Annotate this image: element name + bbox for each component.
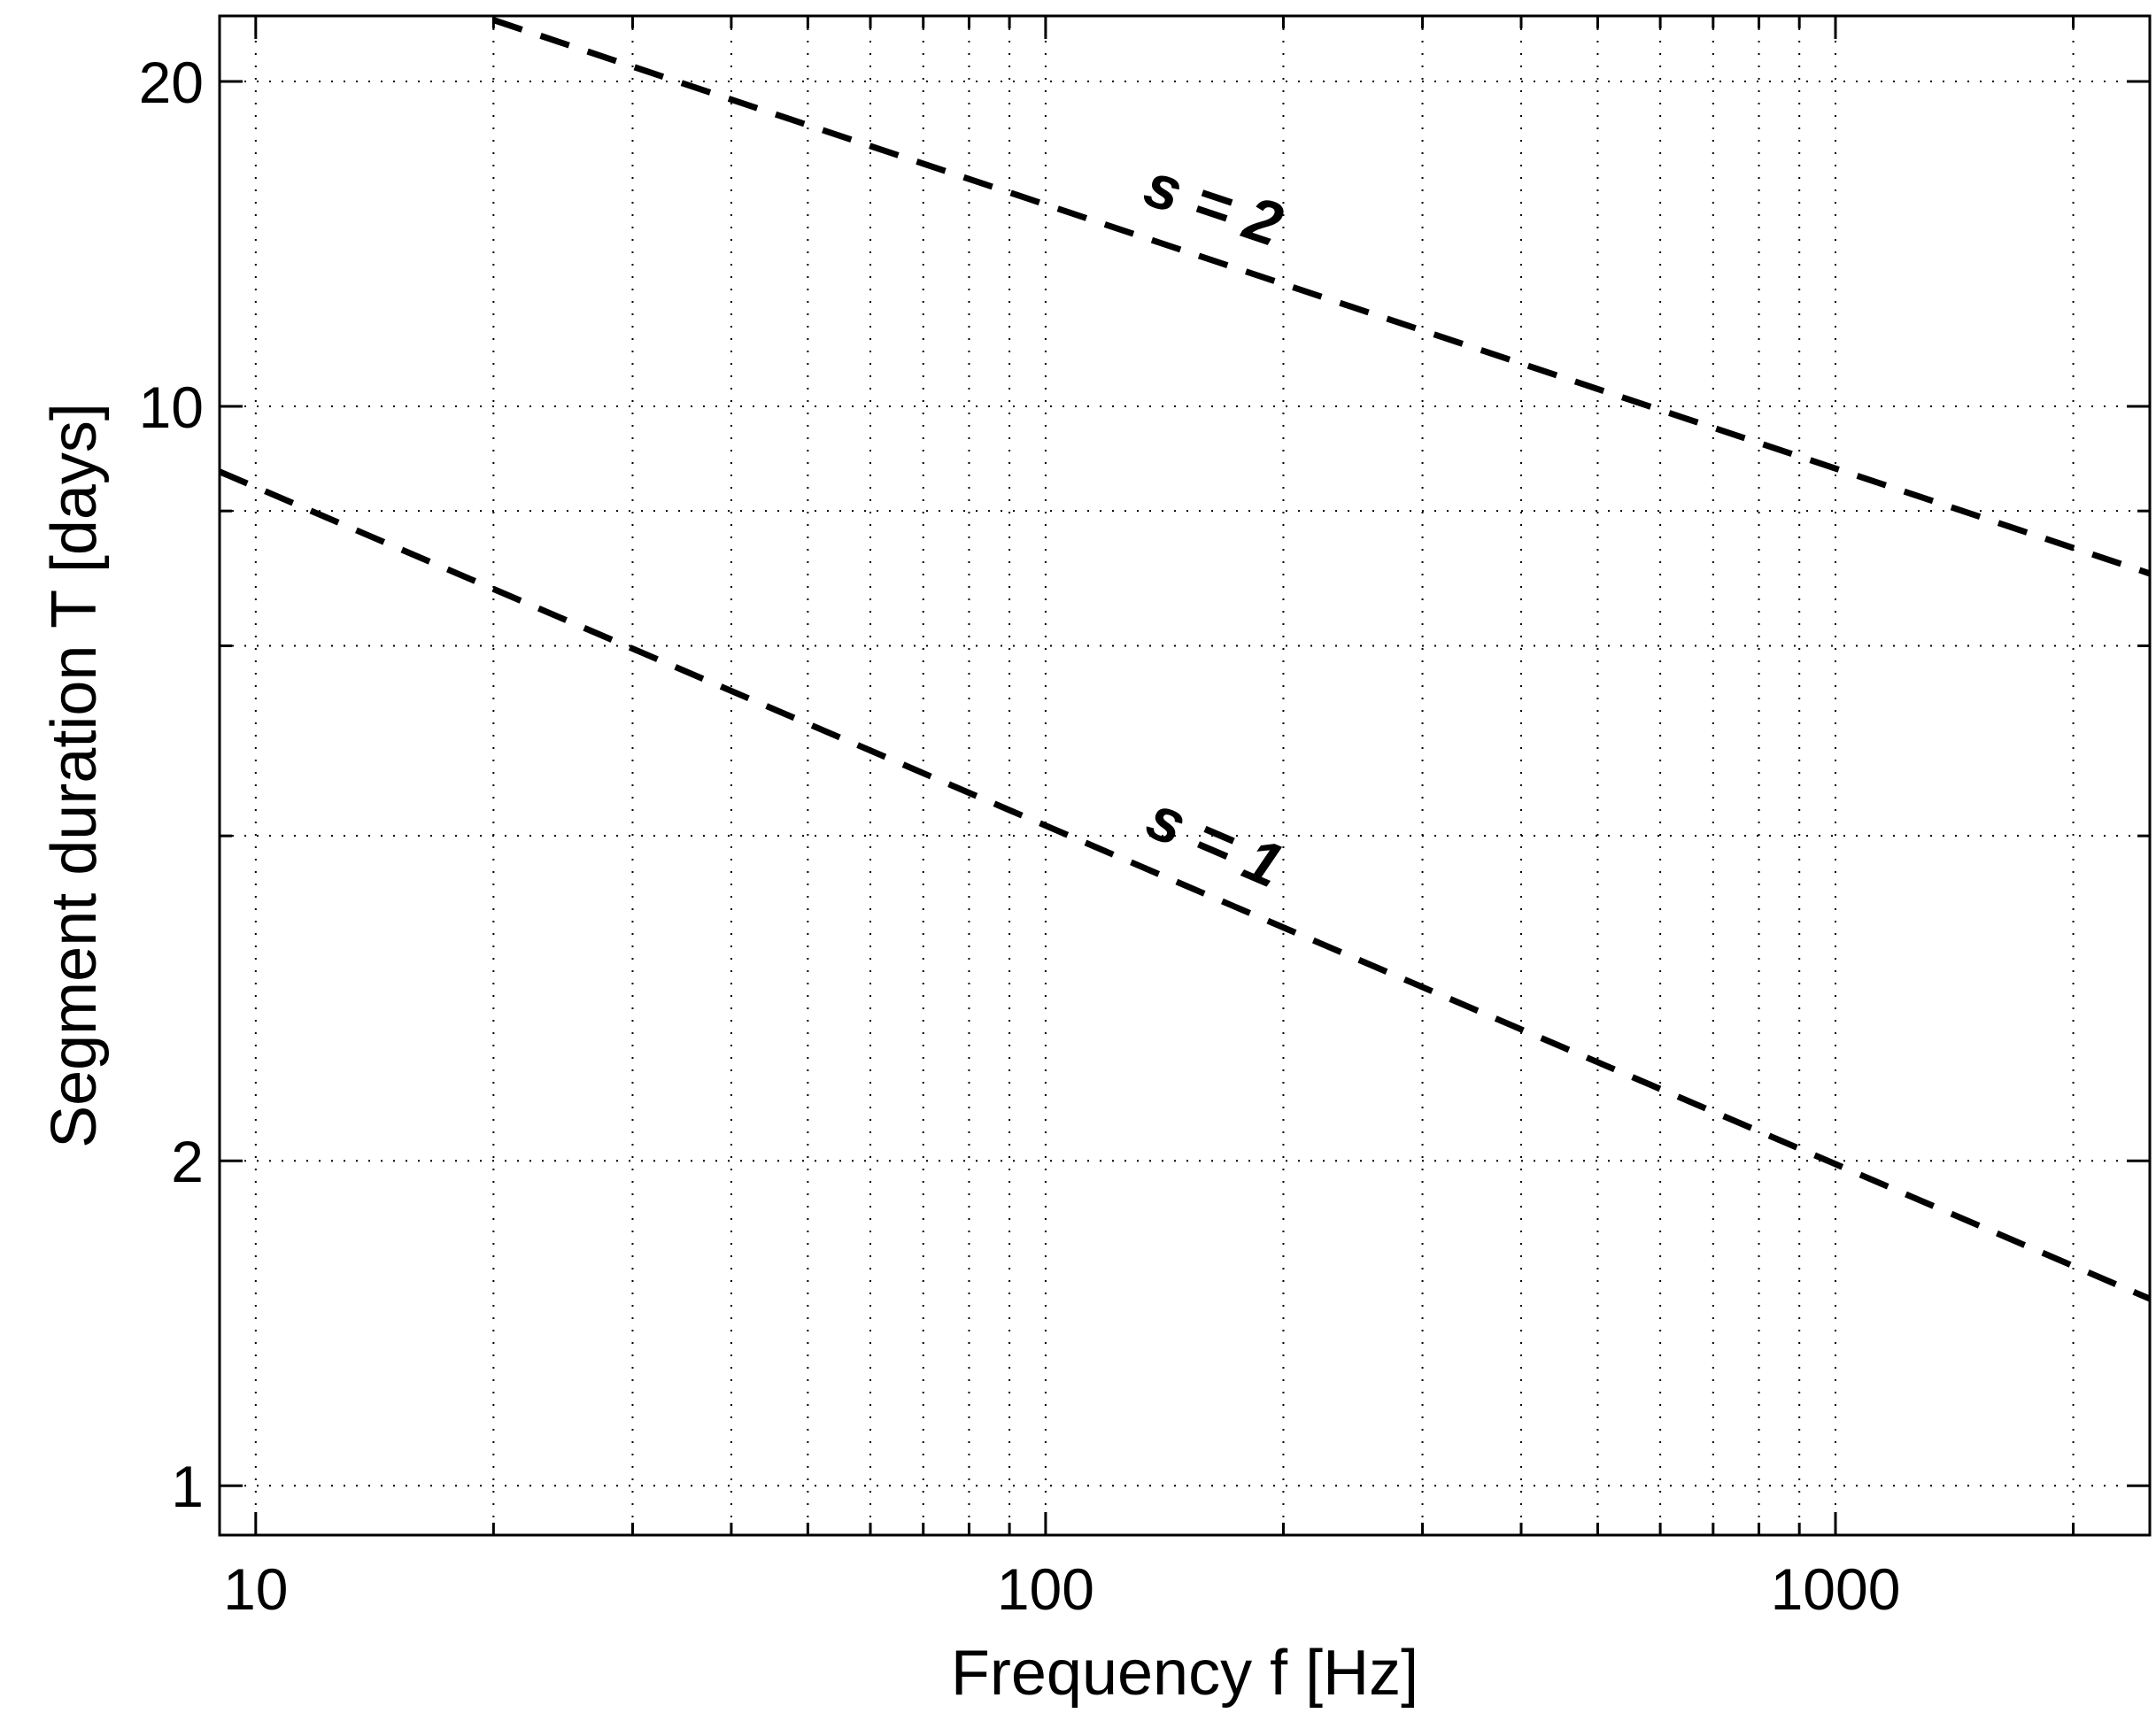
y-tick-label: 1 [171, 1454, 204, 1519]
y-axis-label: Segment duration T [days] [39, 403, 110, 1148]
y-tick-label: 2 [171, 1129, 204, 1194]
series-line-2 [492, 17, 2150, 577]
y-tick-label: 20 [139, 50, 204, 115]
plot-frame [218, 14, 2152, 1537]
x-tick-label: 100 [997, 1556, 1094, 1622]
y-tick-label: 10 [139, 374, 204, 440]
x-tick-label: 10 [223, 1556, 288, 1622]
x-axis-label: Frequency f [Hz] [951, 1638, 1418, 1709]
tick-labels: 10 100 1000 1 2 10 20 [139, 50, 1901, 1622]
x-tick-label: 1000 [1771, 1556, 1901, 1622]
grid [220, 16, 2150, 1535]
series-line-1 [220, 468, 2150, 1302]
axis-ticks [220, 16, 2150, 1535]
series-lines [220, 17, 2150, 1302]
curve-label-2: s = 1 [1138, 783, 1294, 901]
